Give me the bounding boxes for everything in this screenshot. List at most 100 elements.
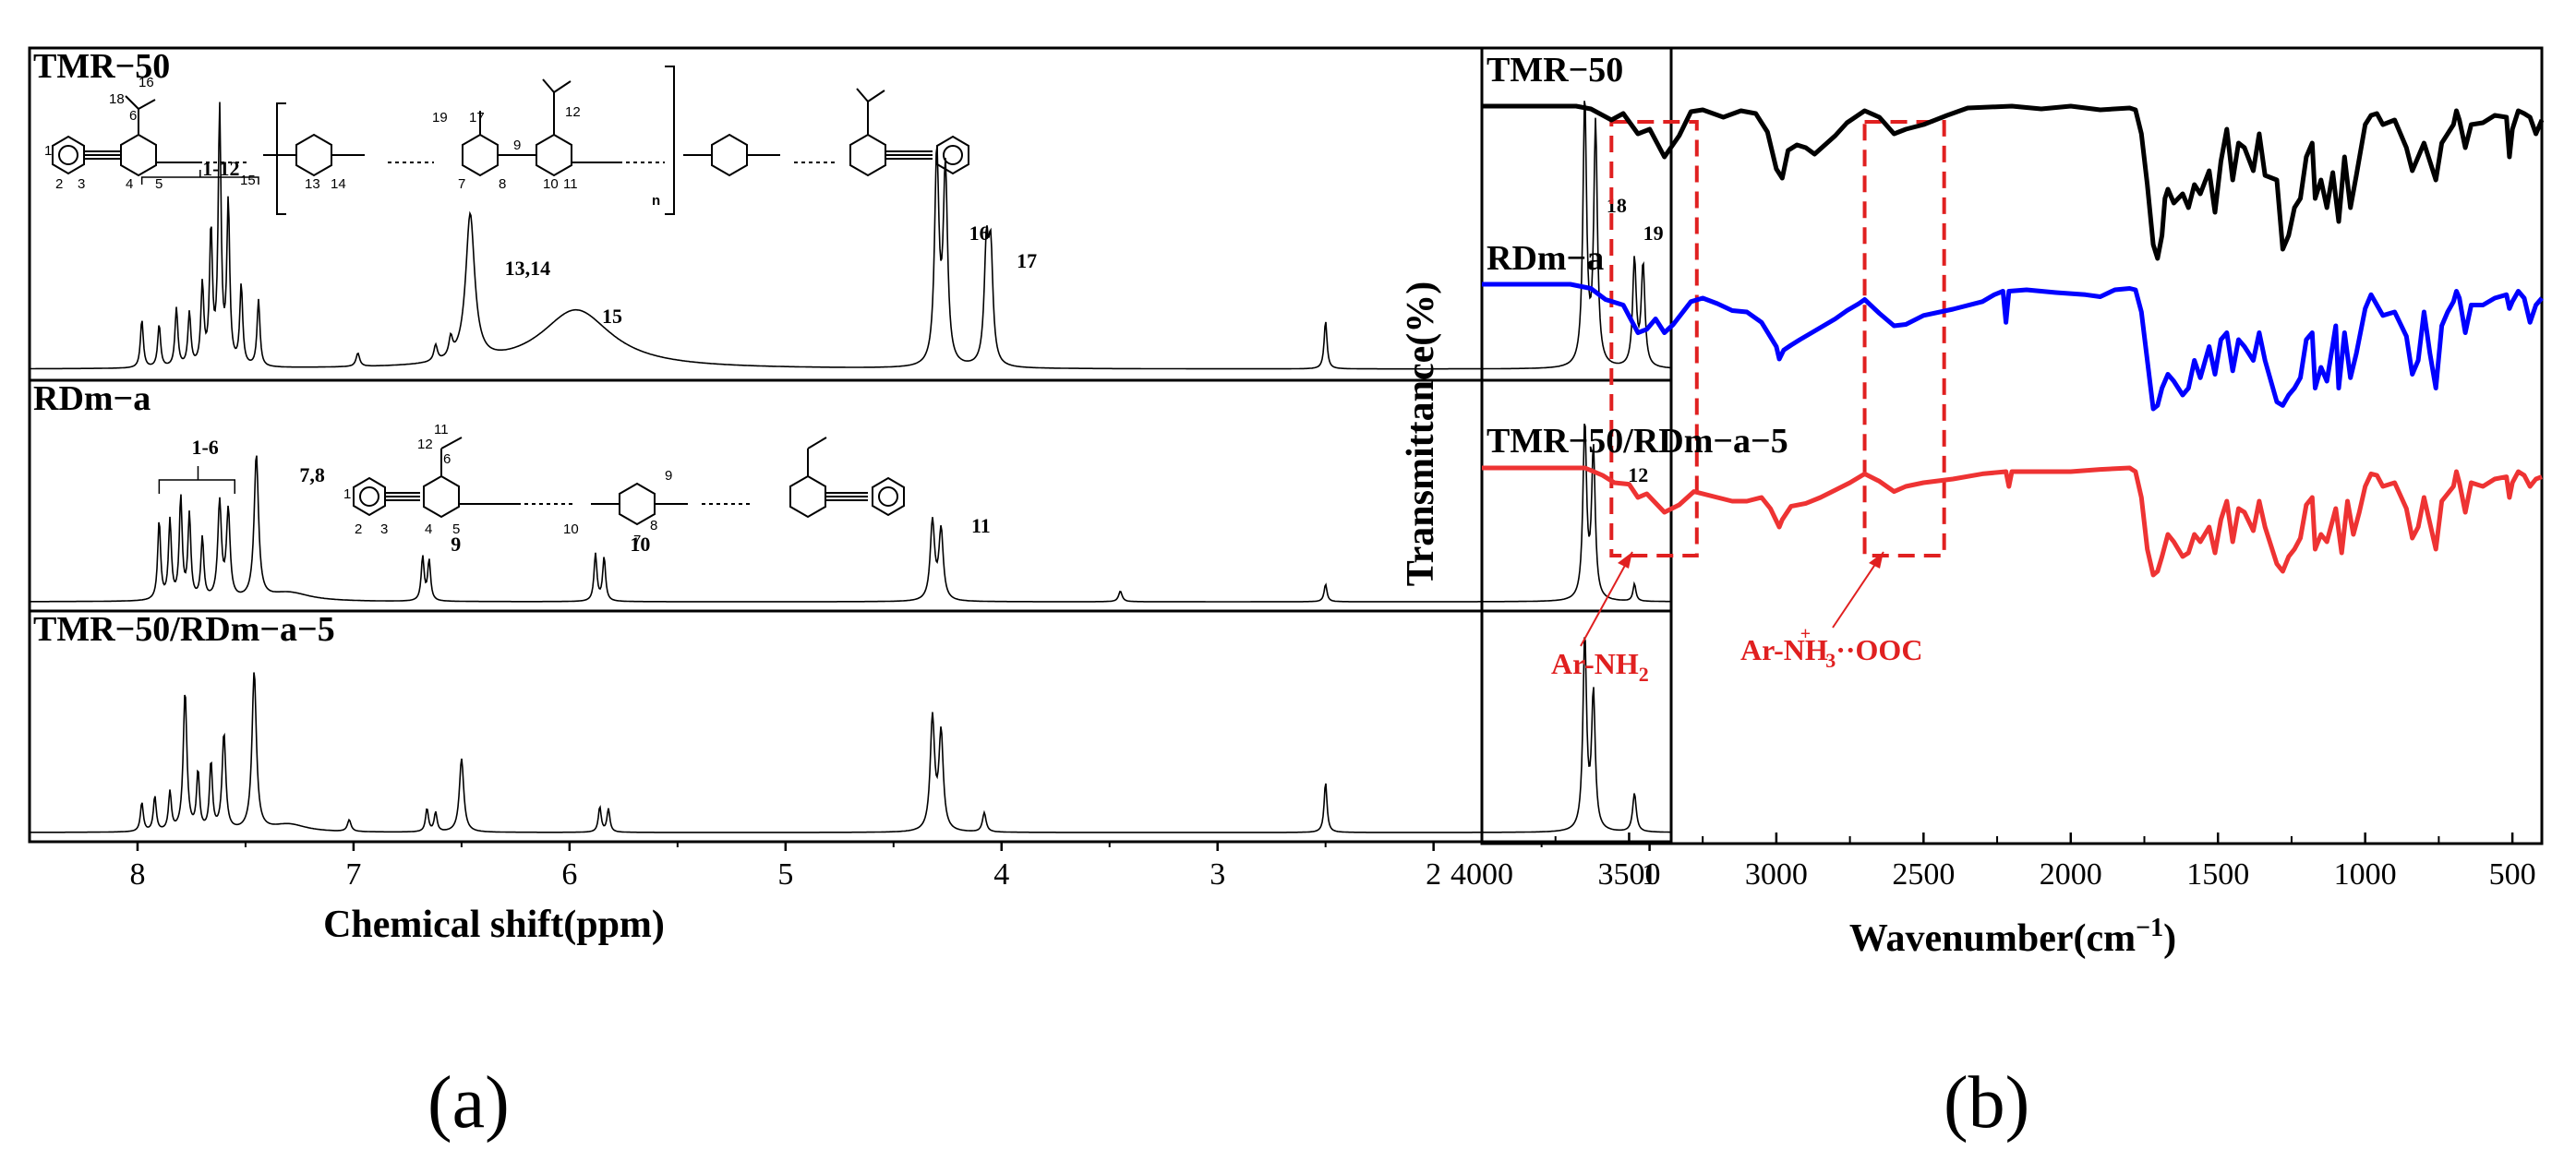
nmr-peak-label-9: 9	[451, 533, 461, 556]
ir-tick-label-3000: 3000	[1745, 857, 1808, 892]
ir-spectrum-line-0	[1482, 103, 2545, 261]
annotation-ar-prefix: Ar-	[1740, 633, 1784, 666]
rdm-structure-label-11: 7	[633, 533, 641, 548]
tmr-structure-label-3: 4	[126, 176, 133, 192]
tmr-structure-label-6: 16	[138, 75, 154, 90]
panel-b-ftir-chart: 4000 3500 3000 2500 2000 1500 1000 500 TMR−50 R…	[1400, 46, 2545, 960]
rdm-structure-label-4: 5	[452, 521, 460, 537]
ir-spectrum-line-2	[1482, 465, 2543, 578]
nmr-peak-label-2: 15	[602, 305, 622, 328]
series-label-tmr50: TMR−50	[33, 47, 170, 86]
tmr-structure-label-17: 11	[563, 176, 578, 192]
rdm-structure-label-9: 8	[650, 518, 657, 533]
nmr-spectrum-line-1	[30, 423, 1671, 603]
ir-tick-label-500: 500	[2489, 857, 2536, 892]
structure-ring-a	[120, 133, 157, 177]
nmr-tick-label-5: 5	[777, 857, 793, 892]
rdma-structure	[353, 437, 905, 526]
rdm-structure-label-7: 12	[417, 437, 433, 452]
nmr-peak-label-8: 7,8	[299, 463, 325, 486]
arrow-nh2-head	[1618, 552, 1632, 569]
nmr-peak-label-10: 10	[630, 533, 650, 556]
tmr-structure-label-12: 14	[331, 176, 346, 192]
ir-highlight-boxes	[1609, 120, 1946, 557]
ir-x-axis-label-main: Wavenumber(cm	[1849, 917, 2136, 960]
structure-ring-phenylenediamine-2	[711, 133, 748, 177]
nmr-x-axis-label: Chemical shift(ppm)	[323, 904, 665, 946]
ir-x-axis-label-sup: −1	[2136, 914, 2163, 942]
panel-b-frame	[1480, 46, 2544, 845]
nmr-peak-label-0: 1-12	[202, 157, 239, 180]
tmr-structure-label-0: 1	[44, 143, 52, 159]
nmr-spectrum-line-2	[30, 637, 1671, 833]
rdm-structure-label-0: 1	[343, 486, 351, 502]
nmr-spectrum-line-0	[30, 101, 1671, 370]
nmr-spectra-group	[30, 101, 1671, 833]
rdm-structure-label-8: 10	[563, 521, 579, 537]
annotation-ar-nh2-sub: 2	[1639, 663, 1649, 686]
ir-tick-label-1000: 1000	[2334, 857, 2397, 892]
tmr-structure-label-11: 13	[305, 176, 320, 192]
ir-x-axis-label: Wavenumber(cm−1)	[1849, 914, 2176, 960]
tmr-structure-label-19: n	[652, 193, 660, 209]
nmr-peak-label-5: 18	[1607, 194, 1627, 217]
tmr-structure-label-1: 2	[55, 176, 63, 192]
nmr-tick-label-1: 1	[1642, 857, 1657, 892]
ir-tick-label-1500: 1500	[2186, 857, 2249, 892]
nmr-peak-label-7: 1-6	[191, 436, 218, 459]
structure-ring-biphenyl-1	[462, 133, 499, 177]
ir-x-axis-ticks: 4000 3500 3000 2500 2000 1500 1000 500	[1451, 833, 2536, 892]
arrow-nh3-ooc-head	[1869, 552, 1884, 569]
ir-x-axis-label-end: )	[2163, 917, 2176, 960]
rdma-benzene-left	[353, 476, 386, 517]
ir-tick-label-3500: 3500	[1597, 857, 1660, 892]
series-label-rdma: RDm−a	[33, 379, 150, 418]
tmr-structure-label-9: 17	[469, 110, 485, 126]
series-label-tmr50-rdma5: TMR−50/RDm−a−5	[33, 610, 335, 649]
nmr-tick-label-3: 3	[1210, 857, 1225, 892]
structure-ring-phenylenediamine	[295, 133, 332, 177]
annotation-nh: NH	[1784, 633, 1828, 666]
annotation-ooc: ··OOC	[1836, 633, 1922, 666]
arrow-nh2	[1580, 551, 1633, 647]
structure-ring-biphenyl-2	[536, 133, 572, 177]
nmr-peak-label-12: 12	[1628, 463, 1648, 486]
structure-benzene-right	[936, 135, 969, 175]
tmr-structure-label-18: 12	[565, 104, 581, 120]
nmr-tick-label-4: 4	[993, 857, 1009, 892]
ir-y-axis-label: Transmittance(%)	[1400, 282, 1442, 586]
tmr-structure-label-10: 15	[240, 173, 256, 188]
rdm-structure-label-1: 2	[355, 521, 362, 537]
tmr-structure-label-5: 6	[129, 108, 137, 124]
ir-series-label-tmr50-rdma5: TMR−50/RDm−a−5	[1487, 422, 1788, 461]
rdma-ring-diamine	[619, 482, 656, 526]
rdm-structure-label-5: 6	[443, 451, 451, 467]
nmr-tick-label-6: 6	[561, 857, 577, 892]
rdm-structure-label-6: 11	[434, 422, 449, 437]
ir-spectra-group	[1482, 103, 2545, 578]
rdm-structure-label-2: 3	[380, 521, 388, 537]
nmr-peak-label-11: 11	[971, 514, 991, 537]
rdm-structure-label-3: 4	[425, 521, 432, 537]
annotation-3-sub: 3	[1825, 649, 1836, 672]
nmr-tick-label-7: 7	[345, 857, 361, 892]
nmr-peak-label-4: 17	[1017, 249, 1037, 272]
nmr-tick-label-8: 8	[129, 857, 145, 892]
tmr-structure-label-7: 18	[109, 91, 125, 107]
structure-ring-right	[849, 133, 886, 177]
nmr-x-axis-ticks: 8 7 6 5 4 3 2 1	[129, 842, 1657, 892]
ir-tick-label-4000: 4000	[1451, 857, 1513, 892]
panel-label-a: (a)	[427, 1062, 510, 1144]
structure-benzene-left	[52, 135, 85, 175]
ir-highlight-box-0	[1609, 120, 1699, 557]
ir-tick-label-2500: 2500	[1892, 857, 1955, 892]
rdma-benzene-right	[872, 476, 905, 517]
ir-highlight-box-1	[1862, 120, 1946, 557]
tmr50-structure	[52, 66, 969, 215]
tmr-structure-label-13: 7	[458, 176, 465, 192]
rdm-structure-label-10: 9	[665, 468, 672, 484]
annotation-ar-nh2-text: Ar-NH	[1551, 647, 1639, 680]
